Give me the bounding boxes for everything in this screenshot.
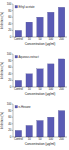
y-tick-label: 40	[8, 122, 12, 126]
y-tick	[12, 73, 13, 74]
x-tick-label: 10	[28, 37, 32, 41]
y-tick	[12, 23, 13, 24]
x-tick-label: 100	[48, 87, 53, 91]
panel: 0 20 40 60 80 100 Control 10 50 100 200Concentrati…	[0, 52, 67, 96]
bar	[48, 117, 54, 137]
legend-label: Aqueous extract	[19, 55, 39, 59]
bar	[37, 17, 43, 37]
bar	[37, 121, 43, 138]
y-tick-label: 40	[8, 72, 12, 76]
y-tick	[12, 80, 13, 81]
y-tick-label: 20	[8, 28, 12, 32]
x-axis-title: Concentration (µg/ml)	[25, 142, 56, 146]
bar	[26, 125, 32, 137]
y-tick	[12, 67, 13, 68]
y-tick-label: 60	[8, 115, 12, 119]
y-tick	[12, 17, 13, 18]
y-tick-label: 80	[8, 9, 12, 13]
x-tick-label: 10	[28, 87, 32, 91]
legend-label: n-Hexane	[19, 105, 32, 109]
y-tick-label: 100	[7, 52, 12, 56]
y-axis	[13, 4, 14, 37]
bar	[58, 111, 64, 137]
y-tick-label: 100	[7, 102, 12, 106]
y-tick	[12, 37, 13, 38]
y-tick-label: 40	[8, 22, 12, 26]
bar	[26, 22, 32, 37]
y-tick-label: 0	[10, 85, 12, 89]
legend-swatch	[15, 56, 18, 59]
y-tick	[12, 110, 13, 111]
y-tick-label: 60	[8, 15, 12, 19]
bar	[26, 74, 32, 87]
bar	[48, 12, 54, 37]
bars	[15, 59, 65, 87]
y-axis-title: Inhibition (%)	[0, 112, 4, 130]
legend-swatch	[15, 106, 18, 109]
x-tick-label: 50	[38, 37, 42, 41]
x-axis-title: Concentration (µg/ml)	[25, 42, 56, 46]
y-tick-label: 0	[10, 35, 12, 39]
y-tick-label: 0	[10, 135, 12, 139]
bar	[58, 7, 64, 37]
y-tick-label: 20	[8, 128, 12, 132]
x-axis-title: Concentration (µg/ml)	[25, 92, 56, 96]
x-tick-label: 200	[59, 87, 64, 91]
bars	[15, 7, 65, 37]
bar	[48, 64, 54, 87]
y-axis-title: Inhibition (%)	[0, 62, 4, 80]
y-tick-label: 20	[8, 78, 12, 82]
x-tick-label: 10	[28, 137, 32, 141]
y-tick	[12, 130, 13, 131]
y-tick	[12, 30, 13, 31]
y-axis-title: Inhibition (%)	[0, 12, 4, 30]
y-tick	[12, 4, 13, 5]
y-tick	[12, 137, 13, 138]
y-tick	[12, 117, 13, 118]
x-tick-label: 50	[38, 87, 42, 91]
x-tick-label: Control	[14, 87, 23, 91]
y-tick	[12, 60, 13, 61]
y-tick	[12, 123, 13, 124]
y-axis	[13, 104, 14, 137]
x-tick-label: 50	[38, 137, 42, 141]
x-tick-label: 200	[59, 137, 64, 141]
y-tick	[12, 104, 13, 105]
x-tick-label: Control	[14, 37, 23, 41]
y-tick	[12, 10, 13, 11]
bar	[58, 59, 64, 87]
y-tick-label: 80	[8, 59, 12, 63]
x-tick-label: 200	[59, 37, 64, 41]
y-tick-label: 60	[8, 65, 12, 69]
bar	[37, 69, 43, 87]
legend-label: Ethyl acetate	[19, 5, 36, 9]
panel: 0 20 40 60 80 100 Control 10 50 100 200Concentrati…	[0, 2, 67, 46]
x-tick-label: 100	[48, 137, 53, 141]
legend-swatch	[15, 6, 18, 9]
y-tick-label: 80	[8, 109, 12, 113]
bars	[15, 111, 65, 137]
bar	[15, 80, 21, 87]
figure: 020406080100Control1050100200Concentrati…	[0, 0, 69, 150]
x-tick-label: Control	[14, 137, 23, 141]
bar	[15, 130, 21, 137]
y-tick-label: 100	[7, 2, 12, 6]
y-tick	[12, 87, 13, 88]
x-tick-label: 100	[48, 37, 53, 41]
y-axis	[13, 54, 14, 87]
bar	[15, 30, 21, 37]
panel: 0 20 40 60 80 100 Control 10 50 100 200Concentrati…	[0, 102, 67, 146]
y-tick	[12, 54, 13, 55]
